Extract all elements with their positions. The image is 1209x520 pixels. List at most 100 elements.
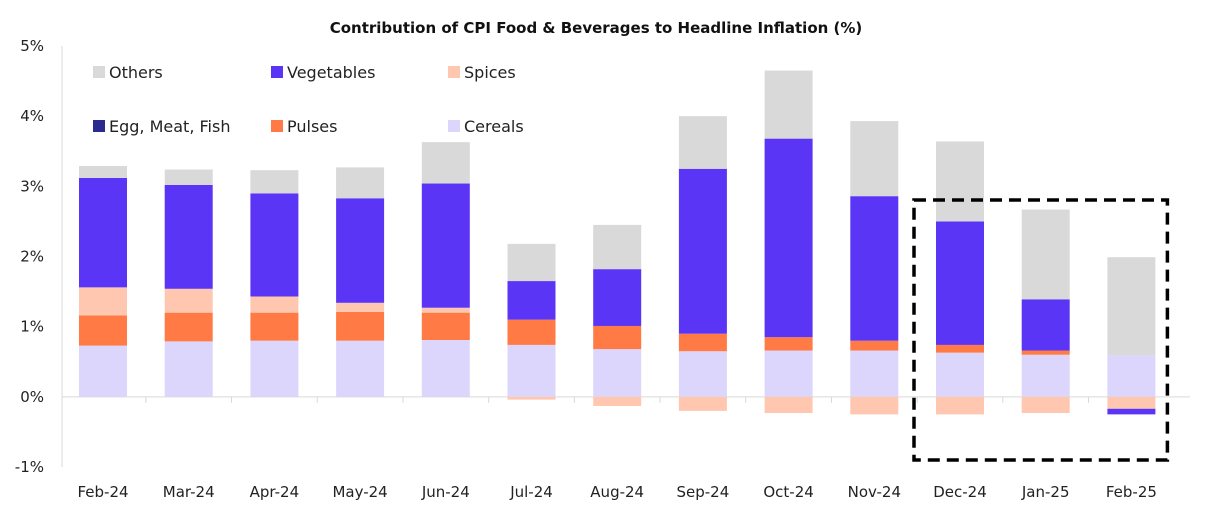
bar-segment-vegetables xyxy=(164,184,213,289)
bar-segment-others xyxy=(507,243,556,282)
x-tick-label: Nov-24 xyxy=(848,483,901,501)
bar-segment-pulses xyxy=(507,319,556,345)
bar-segment-cereals xyxy=(507,344,556,397)
bar-segment-cereals xyxy=(1107,355,1156,397)
y-tick-label: 5% xyxy=(20,37,44,55)
bar-segment-vegetables xyxy=(764,138,813,338)
x-tick-label: Aug-24 xyxy=(590,483,644,501)
bar-segment-pulses xyxy=(764,337,813,351)
bar-segment-others xyxy=(79,165,127,178)
bar-segment-vegetables xyxy=(1107,408,1156,415)
bar-segment-spices xyxy=(79,287,127,316)
bar-segment-cereals xyxy=(936,352,984,397)
bar-segment-cereals xyxy=(850,350,899,397)
y-tick-label: 2% xyxy=(20,248,44,266)
bar-segment-spices xyxy=(593,396,642,406)
x-tick-label: Feb-24 xyxy=(77,483,128,501)
bar-segment-pulses xyxy=(593,325,642,350)
bar-segment-others xyxy=(678,116,727,169)
x-tick-label: Mar-24 xyxy=(163,483,215,501)
legend-label: Vegetables xyxy=(287,63,375,82)
bar-segment-others xyxy=(250,170,299,194)
bar-segment-vegetables xyxy=(421,183,470,308)
bar-segment-pulses xyxy=(250,312,299,341)
legend: Others Vegetables Spices Egg, Meat, Fish Pul… xyxy=(93,63,524,136)
bar-segment-vegetables xyxy=(678,168,727,334)
legend-swatch xyxy=(93,120,105,132)
bar-segment-spices xyxy=(1021,396,1070,413)
bar-segment-cereals xyxy=(1021,354,1070,397)
chart-title: Contribution of CPI Food & Beverages to … xyxy=(330,19,863,37)
highlight-box xyxy=(912,198,1170,462)
y-axis: -1% 0% 1% 2% 3% 4% 5% xyxy=(15,37,63,476)
bar-segment-others xyxy=(164,169,213,185)
bar-segment-others xyxy=(336,167,385,199)
bar-segment-vegetables xyxy=(79,177,127,288)
bar-segment-spices xyxy=(164,288,213,313)
bar-segment-spices xyxy=(850,396,899,415)
bar-segment-others xyxy=(850,121,899,197)
bar-segment-vegetables xyxy=(850,196,899,341)
bar-segment-pulses xyxy=(421,312,470,340)
bar-segment-cereals xyxy=(250,340,299,397)
bar-segment-cereals xyxy=(164,341,213,397)
bar-segment-vegetables xyxy=(936,221,984,345)
bar-segment-others xyxy=(421,142,470,184)
bar-segment-spices xyxy=(936,396,984,415)
bar-segment-cereals xyxy=(764,350,813,397)
bar-segment-others xyxy=(1021,209,1070,300)
y-tick-label: 4% xyxy=(20,107,44,125)
highlight-rect xyxy=(912,198,1170,462)
bar-segment-spices xyxy=(250,296,299,313)
bar-segment-others xyxy=(1107,257,1156,356)
legend-swatch xyxy=(271,120,283,132)
bar-segment-others xyxy=(593,224,642,270)
bar-segment-pulses xyxy=(164,312,213,342)
bar-segment-cereals xyxy=(593,349,642,397)
bar-segment-pulses xyxy=(850,340,899,351)
y-tick-label: 0% xyxy=(20,388,44,406)
bars xyxy=(79,70,1156,415)
legend-label: Spices xyxy=(464,63,516,82)
legend-swatch xyxy=(93,66,105,78)
legend-swatch xyxy=(448,66,460,78)
bar-segment-spices xyxy=(507,396,556,400)
bar-segment-vegetables xyxy=(507,281,556,320)
bar-segment-cereals xyxy=(421,339,470,397)
x-tick-label: Apr-24 xyxy=(250,483,300,501)
x-tick-label: Jul-24 xyxy=(509,483,553,501)
bar-segment-pulses xyxy=(1021,350,1070,355)
bar-segment-others xyxy=(764,70,813,139)
x-tick-label: Jan-25 xyxy=(1021,483,1070,501)
bar-segment-cereals xyxy=(336,340,385,397)
bar-segment-vegetables xyxy=(1021,299,1070,351)
y-tick-label: -1% xyxy=(15,458,44,476)
x-tick-label: Sep-24 xyxy=(677,483,730,501)
bar-segment-spices xyxy=(421,307,470,313)
x-tick-label: May-24 xyxy=(332,483,387,501)
x-axis: Feb-24 Mar-24 Apr-24 May-24 Jun-24 Jul-24 Aug-… xyxy=(62,396,1190,501)
bar-segment-pulses xyxy=(79,315,127,346)
legend-swatch xyxy=(448,120,460,132)
bar-segment-vegetables xyxy=(336,198,385,303)
bar-segment-pulses xyxy=(678,333,727,352)
y-tick-label: 1% xyxy=(20,318,44,336)
y-tick-label: 3% xyxy=(20,177,44,195)
legend-label: Egg, Meat, Fish xyxy=(109,117,230,136)
bar-segment-spices xyxy=(764,396,813,413)
bar-segment-spices xyxy=(678,396,727,411)
legend-swatch xyxy=(271,66,283,78)
bar-segment-pulses xyxy=(936,344,984,353)
legend-label: Cereals xyxy=(464,117,524,136)
bar-segment-cereals xyxy=(79,345,127,397)
x-tick-label: Oct-24 xyxy=(763,483,813,501)
x-tick-label: Dec-24 xyxy=(933,483,987,501)
x-tick-label: Feb-25 xyxy=(1106,483,1157,501)
x-tick-label: Jun-24 xyxy=(421,483,470,501)
legend-label: Pulses xyxy=(287,117,337,136)
bar-segment-spices xyxy=(336,302,385,312)
legend-label: Others xyxy=(109,63,163,82)
bar-segment-others xyxy=(936,141,984,222)
bar-segment-cereals xyxy=(678,351,727,397)
